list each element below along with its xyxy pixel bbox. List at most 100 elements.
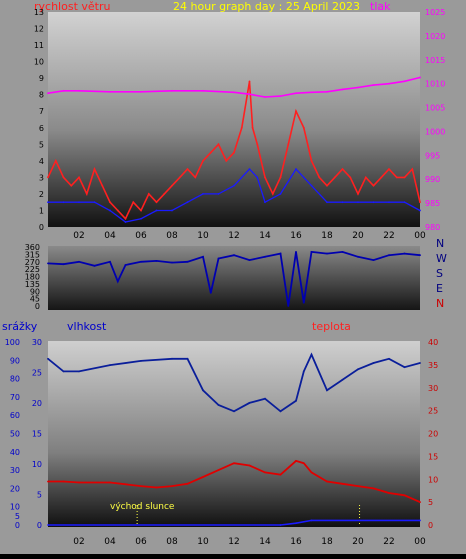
wind-speed-line-point xyxy=(240,126,243,129)
direction-tick-label: 90 xyxy=(30,287,40,296)
wind-speed-line-point xyxy=(132,201,135,204)
x-tick-label: 20 xyxy=(352,537,364,547)
wind-average-line-point xyxy=(326,201,328,204)
pressure-tick-label: 980 xyxy=(425,223,440,232)
wind-speed-line-point xyxy=(171,184,173,187)
wind-average-line-point xyxy=(233,184,235,187)
pressure-line-point xyxy=(388,82,390,85)
temperature-tick-label: 10 xyxy=(428,475,438,484)
wind-average-line-point xyxy=(202,193,204,195)
wind-average-line-point xyxy=(171,209,173,212)
wind-direction-line-point xyxy=(171,261,173,264)
rain-tick-label: 70 xyxy=(10,393,20,402)
pressure-line-point xyxy=(357,86,359,89)
temperature-line-point xyxy=(202,476,204,478)
humidity-tick-label: 5 xyxy=(37,491,42,500)
pressure-tick-label: 1025 xyxy=(425,8,445,17)
wind-speed-line-point xyxy=(217,143,220,146)
rain-tick-label: 20 xyxy=(10,484,20,493)
wind-direction-line-point xyxy=(109,260,111,263)
humidity-line-point xyxy=(295,399,297,402)
wind-speed-line-point xyxy=(78,176,80,179)
humidity-line-point xyxy=(47,357,49,360)
rain-axis-label: srážky xyxy=(2,320,38,333)
temperature-tick-label: 15 xyxy=(428,452,438,461)
humidity-line-point xyxy=(388,357,390,360)
wind-direction-line-point xyxy=(419,254,421,257)
wind-direction-line-point xyxy=(93,264,96,267)
humidity-line-point xyxy=(310,353,313,356)
wind-tick-label: 8 xyxy=(39,91,44,100)
pressure-line-point xyxy=(341,88,344,91)
wind-average-line-point xyxy=(186,201,189,204)
wind-speed-line-point xyxy=(419,201,421,204)
pressure-line-point xyxy=(140,90,142,93)
rain-line-point xyxy=(295,522,297,525)
x-tick-label: 12 xyxy=(228,231,239,241)
x-tick-label: 16 xyxy=(290,537,302,547)
wind-speed-line-point xyxy=(364,176,367,179)
wind-speed-line-point xyxy=(341,168,344,171)
wind-tick-label: 7 xyxy=(39,107,44,116)
wind-speed-line-point xyxy=(380,176,383,179)
wind-speed-line-point xyxy=(93,168,96,171)
temperature-line-point xyxy=(326,480,328,483)
temperature-line-point xyxy=(109,481,111,484)
wind-speed-line-point xyxy=(178,176,181,179)
wind-direction-line-point xyxy=(155,260,158,262)
temperature-tick-label: 5 xyxy=(428,498,433,507)
temperature-axis-label: teplota xyxy=(312,320,351,333)
wind-tick-label: 4 xyxy=(39,157,44,166)
rain-tick-label: 100 xyxy=(5,338,20,347)
pressure-tick-label: 1010 xyxy=(425,80,445,89)
wind-speed-line-point xyxy=(155,201,158,204)
wind-average-line xyxy=(48,168,421,223)
wind-direction-line-point xyxy=(116,280,119,283)
humidity-line-point xyxy=(279,410,282,413)
wind-speed-line-point xyxy=(85,193,88,195)
wind-direction-line-point xyxy=(140,260,142,263)
temperature-line-point xyxy=(155,486,158,489)
x-tick-label: 06 xyxy=(135,231,147,241)
wind-tick-label: 13 xyxy=(34,8,44,17)
wind-speed-line-point xyxy=(279,176,282,179)
wind-average-line-point xyxy=(372,201,375,204)
wind-speed-line-point xyxy=(256,143,259,146)
wind-speed-line-point xyxy=(310,159,313,162)
wind-average-line-point xyxy=(419,209,421,212)
wind-speed-line-point xyxy=(295,110,297,113)
compass-label: W xyxy=(436,252,447,265)
wind-speed-line-point xyxy=(109,201,111,204)
wind-speed-line-point xyxy=(202,159,204,162)
temperature-tick-label: 40 xyxy=(428,338,438,347)
pressure-axis-label: tlak xyxy=(370,0,391,13)
rain-line-point xyxy=(47,524,49,526)
time-axis-top: 02 04 06 08 10 12 14 16 18 20 22 00 xyxy=(73,231,426,241)
temperature-line-point xyxy=(171,485,173,488)
wind-average-line-point xyxy=(155,209,158,212)
humidity-line-point xyxy=(341,378,344,381)
wind-average-line-point xyxy=(47,201,49,204)
temperature-line-point xyxy=(140,485,142,488)
humidity-line-point xyxy=(140,360,142,362)
wind-speed-line-point xyxy=(116,209,119,212)
direction-tick-label: 0 xyxy=(35,302,40,311)
wind-speed-line-point xyxy=(357,193,359,195)
wind-average-line-point xyxy=(140,217,142,220)
humidity-line-point xyxy=(326,389,328,392)
wind-speed-line-point xyxy=(326,184,328,187)
wind-speed-line-point xyxy=(147,193,150,195)
wind-speed-line-point xyxy=(349,176,352,179)
x-tick-label: 14 xyxy=(259,537,271,547)
wind-direction-line-point xyxy=(295,251,297,253)
pressure-line-point xyxy=(62,89,65,92)
pressure-line-point xyxy=(47,92,49,95)
wind-speed-line-point xyxy=(403,176,406,179)
temperature-line-point xyxy=(310,471,313,474)
wind-speed-line-point xyxy=(54,159,57,162)
pressure-tick-label: 1005 xyxy=(425,104,445,113)
wind-tick-label: 10 xyxy=(34,58,44,67)
wind-tick-label: 11 xyxy=(34,41,44,50)
